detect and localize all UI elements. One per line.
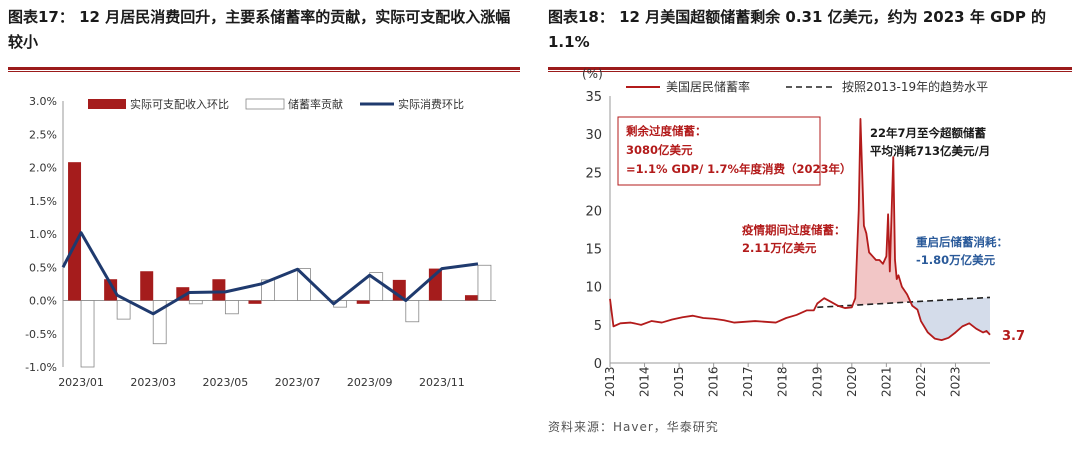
right-x-tick-label: 2018 — [776, 366, 790, 397]
left-x-tick-label: 2023/05 — [203, 376, 249, 389]
left-legend-swatch-income — [88, 99, 126, 109]
left-title-rule — [8, 67, 520, 70]
left-bar-income — [248, 300, 262, 304]
right-annotation-remaining-saving: 3080亿美元 — [626, 143, 693, 157]
right-annotation-box-frame — [617, 116, 821, 186]
right-line-trend — [817, 296, 991, 309]
right-title-rule — [548, 67, 1072, 70]
right-annotation-monthly-drawdown: 平均消耗713亿美元/月 — [870, 144, 990, 158]
left-bar-saving — [297, 268, 311, 301]
left-x-tick-label: 2023/09 — [347, 376, 393, 389]
right-x-tick-label: 2022 — [914, 366, 928, 397]
right-y-tick-label: 5 — [594, 319, 602, 334]
left-y-tick-label: 2.0% — [29, 162, 57, 175]
left-legend-label-consumption: 实际消费环比 — [398, 97, 464, 111]
left-bar-income — [104, 279, 118, 301]
right-legend-label-trend: 按照2013-19年的趋势水平 — [842, 79, 988, 94]
left-figure: 图表17： 12 月居民消费回升，主要系储蓄率的贡献，实际可支配收入涨幅较小 3… — [8, 0, 520, 389]
left-x-tick-label: 2023/01 — [58, 376, 104, 389]
left-y-tick-label: 3.0% — [29, 95, 57, 108]
left-chart-svg: 3.0%2.5%2.0%1.5%1.0%0.5%0.0%-0.5%-1.0%20… — [25, 95, 496, 389]
left-bar-income — [356, 300, 370, 304]
right-y-tick-label: 20 — [585, 204, 602, 219]
right-annotation-remaining-saving: =1.1% GDP/ 1.7%年度消费（2023年） — [626, 162, 852, 176]
left-x-tick-label: 2023/07 — [275, 376, 321, 389]
right-annotation-pandemic-saving: 疫情期间过度储蓄： — [742, 223, 846, 237]
left-line-consumption — [61, 231, 479, 316]
left-bar-saving — [188, 300, 203, 305]
left-legend-label-income: 实际可支配收入环比 — [130, 97, 229, 111]
left-x-tick-label: 2023/03 — [130, 376, 176, 389]
right-last-value-label: 3.7 — [1002, 329, 1025, 344]
right-x-tick-label: 2015 — [672, 366, 686, 397]
left-y-tick-label: 0.5% — [29, 261, 57, 274]
right-annotation-reopen-drawdown: 重启后储蓄消耗： — [916, 235, 1008, 249]
right-shade-drawdown — [912, 297, 990, 341]
right-x-tick-label: 2017 — [741, 366, 755, 397]
right-x-tick-label: 2014 — [638, 366, 652, 397]
right-x-tick-label: 2013 — [603, 366, 617, 397]
right-y-tick-label: 15 — [585, 243, 602, 258]
right-annotation-remaining-saving: 剩余过度储蓄： — [626, 124, 707, 138]
right-y-tick-label: 30 — [585, 128, 602, 143]
left-bar-saving — [116, 300, 131, 320]
right-annotation-reopen-drawdown: -1.80万亿美元 — [916, 253, 996, 267]
right-chart-svg: 0 5 10 15 20 25 30 35 (%) 2013 2014 2015 2016 2017 201… — [582, 67, 1025, 397]
left-y-tick-label: 1.5% — [29, 195, 57, 208]
right-y-unit-label: (%) — [582, 67, 603, 81]
right-figure-title: 图表18： 12 月美国超额储蓄剩余 0.31 亿美元，约为 2023 年 GD… — [548, 8, 1047, 51]
right-shade-excess-saving — [855, 118, 913, 306]
right-line-saving-rate — [609, 117, 991, 342]
right-y-tick-label: 10 — [585, 281, 602, 296]
left-bar-saving — [405, 300, 420, 323]
left-bar-income — [464, 295, 478, 301]
right-y-tick-label: 25 — [585, 166, 602, 181]
right-figure: 图表18： 12 月美国超额储蓄剩余 0.31 亿美元，约为 2023 年 GD… — [548, 0, 1072, 434]
left-y-tick-label: 0.0% — [29, 295, 57, 308]
left-bar-saving — [224, 300, 239, 315]
left-legend-swatch-saving — [245, 98, 285, 110]
left-bar-income — [212, 279, 226, 301]
right-y-tick-label: 0 — [594, 357, 602, 372]
left-legend-label-saving: 储蓄率贡献 — [288, 97, 343, 111]
left-bar-income — [68, 162, 82, 301]
left-bar-income — [140, 271, 154, 301]
left-title-rule-thin — [8, 71, 520, 72]
left-y-tick-label: -1.0% — [25, 361, 57, 374]
right-annotation-pandemic-saving: 2.11万亿美元 — [742, 241, 817, 255]
right-source-note: 资料来源：Haver，华泰研究 — [548, 420, 719, 434]
left-bar-saving — [477, 264, 492, 301]
left-bar-saving — [80, 300, 95, 368]
right-title-rule-thin — [548, 71, 1072, 72]
left-y-tick-label: -0.5% — [25, 328, 57, 341]
right-x-tick-label: 2016 — [707, 366, 721, 397]
right-x-tick-label: 2023 — [948, 366, 962, 397]
right-annotation-monthly-drawdown: 22年7月至今超额储蓄 — [870, 126, 987, 140]
left-bar-saving — [369, 272, 384, 301]
left-x-tick-label: 2023/11 — [419, 376, 465, 389]
left-y-tick-label: 1.0% — [29, 228, 57, 241]
left-figure-title: 图表17： 12 月居民消费回升，主要系储蓄率的贡献，实际可支配收入涨幅较小 — [8, 8, 511, 51]
right-legend-label-saving-rate: 美国居民储蓄率 — [666, 79, 750, 94]
right-x-tick-label: 2019 — [810, 366, 824, 397]
left-y-tick-label: 2.5% — [29, 128, 57, 141]
right-x-tick-label: 2021 — [879, 366, 893, 397]
right-x-tick-label: 2020 — [845, 366, 859, 397]
right-y-tick-label: 35 — [585, 90, 602, 105]
